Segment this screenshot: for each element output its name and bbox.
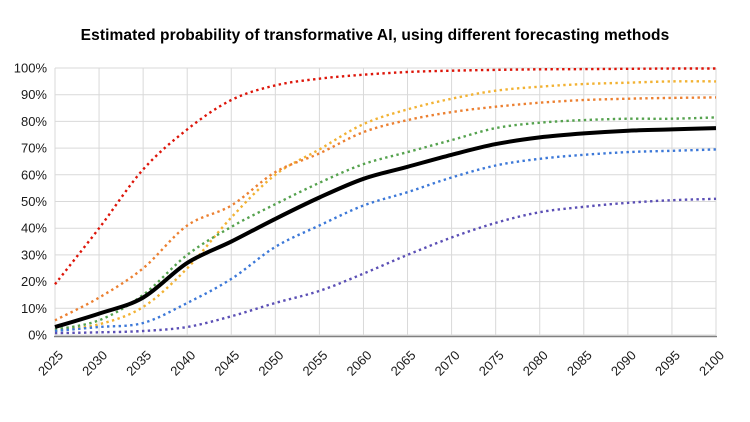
y-tick-label: 30% <box>21 247 47 262</box>
x-tick-label: 2060 <box>344 348 375 379</box>
series-path-green-dotted <box>54 116 717 331</box>
x-tick-label: 2075 <box>476 348 507 379</box>
y-tick-label: 20% <box>21 274 47 289</box>
series-path-blue-dotted <box>54 148 717 333</box>
x-tick-label: 2085 <box>564 348 595 379</box>
y-tick-label: 80% <box>21 114 47 129</box>
y-tick-label: 10% <box>21 301 47 316</box>
x-tick-label: 2100 <box>696 348 727 379</box>
y-tick-label: 0% <box>28 328 47 343</box>
y-tick-label: 60% <box>21 167 47 182</box>
y-tick-label: 50% <box>21 194 47 209</box>
y-tick-label: 100% <box>14 61 48 76</box>
series-path-purple-dotted <box>54 197 717 335</box>
x-tick-label: 2070 <box>432 348 463 379</box>
y-tick-label: 90% <box>21 87 47 102</box>
x-tick-label: 2040 <box>167 348 198 379</box>
x-tick-label: 2035 <box>123 348 154 379</box>
series-path-red-dotted <box>54 67 716 286</box>
x-tick-label: 2030 <box>79 348 110 379</box>
x-tick-label: 2095 <box>652 348 683 379</box>
series-path-black-solid-thick <box>54 126 717 329</box>
chart-title: Estimated probability of transformative … <box>80 27 670 44</box>
x-tick-label: 2090 <box>608 348 639 379</box>
x-tick-label: 2055 <box>299 348 330 379</box>
x-tick-label: 2025 <box>35 348 66 379</box>
y-tick-label: 40% <box>21 221 47 236</box>
x-tick-label: 2045 <box>211 348 242 379</box>
series-path-gold-dotted <box>54 80 717 333</box>
y-tick-label: 70% <box>21 141 47 156</box>
series-path-orange-dotted <box>54 96 717 322</box>
x-tick-label: 2050 <box>255 348 286 379</box>
x-tick-label: 2080 <box>520 348 551 379</box>
x-tick-label: 2065 <box>388 348 419 379</box>
